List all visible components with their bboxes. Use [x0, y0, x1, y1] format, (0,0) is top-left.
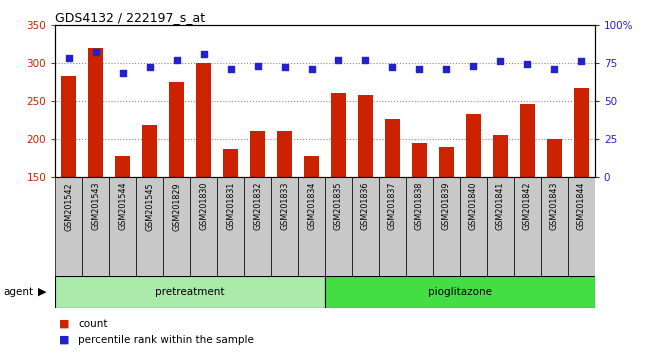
- Bar: [379, 177, 406, 276]
- Bar: [325, 276, 595, 308]
- Bar: [244, 177, 271, 276]
- Text: GSM201840: GSM201840: [469, 182, 478, 230]
- Bar: [433, 177, 460, 276]
- Bar: [55, 276, 325, 308]
- Bar: [352, 177, 379, 276]
- Bar: [109, 177, 136, 276]
- Bar: [169, 82, 184, 177]
- Bar: [304, 156, 319, 177]
- Text: GSM201842: GSM201842: [523, 182, 532, 230]
- Bar: [331, 93, 346, 177]
- Point: [333, 57, 344, 63]
- Bar: [514, 177, 541, 276]
- Bar: [250, 131, 265, 177]
- Bar: [439, 147, 454, 177]
- Bar: [61, 76, 76, 177]
- Bar: [82, 177, 109, 276]
- Text: GSM201834: GSM201834: [307, 182, 316, 230]
- Text: GSM201542: GSM201542: [64, 182, 73, 230]
- Point: [387, 64, 398, 70]
- Text: GSM201841: GSM201841: [496, 182, 505, 230]
- Bar: [412, 143, 427, 177]
- Point: [414, 66, 424, 72]
- Point: [226, 66, 236, 72]
- Point: [144, 64, 155, 70]
- Point: [252, 63, 263, 69]
- Point: [90, 49, 101, 55]
- Text: GSM201837: GSM201837: [388, 182, 397, 230]
- Point: [495, 58, 506, 64]
- Text: GSM201836: GSM201836: [361, 182, 370, 230]
- Text: GSM201543: GSM201543: [91, 182, 100, 230]
- Bar: [277, 131, 292, 177]
- Bar: [325, 177, 352, 276]
- Bar: [136, 177, 163, 276]
- Bar: [547, 139, 562, 177]
- Text: GSM201835: GSM201835: [334, 182, 343, 230]
- Bar: [163, 177, 190, 276]
- Bar: [223, 149, 238, 177]
- Bar: [466, 114, 481, 177]
- Text: pioglitazone: pioglitazone: [428, 287, 492, 297]
- Text: GSM201545: GSM201545: [145, 182, 154, 230]
- Text: GSM201832: GSM201832: [253, 182, 262, 230]
- Text: GSM201839: GSM201839: [442, 182, 451, 230]
- Bar: [217, 177, 244, 276]
- Bar: [358, 95, 373, 177]
- Text: GSM201830: GSM201830: [199, 182, 208, 230]
- Bar: [385, 119, 400, 177]
- Bar: [406, 177, 433, 276]
- Point: [576, 58, 586, 64]
- Point: [441, 66, 452, 72]
- Text: ■: ■: [58, 335, 69, 345]
- Text: GDS4132 / 222197_s_at: GDS4132 / 222197_s_at: [55, 11, 205, 24]
- Text: GSM201544: GSM201544: [118, 182, 127, 230]
- Text: agent: agent: [3, 287, 33, 297]
- Point: [468, 63, 478, 69]
- Point: [64, 56, 74, 61]
- Bar: [568, 177, 595, 276]
- Text: GSM201833: GSM201833: [280, 182, 289, 230]
- Text: pretreatment: pretreatment: [155, 287, 225, 297]
- Bar: [55, 177, 83, 276]
- Text: ■: ■: [58, 319, 69, 329]
- Point: [522, 62, 532, 67]
- Text: count: count: [78, 319, 107, 329]
- Point: [198, 51, 209, 57]
- Point: [280, 64, 290, 70]
- Point: [306, 66, 317, 72]
- Bar: [493, 135, 508, 177]
- Bar: [541, 177, 568, 276]
- Bar: [190, 177, 217, 276]
- Bar: [520, 104, 535, 177]
- Point: [360, 57, 370, 63]
- Point: [549, 66, 560, 72]
- Bar: [574, 88, 589, 177]
- Text: GSM201829: GSM201829: [172, 182, 181, 230]
- Bar: [196, 63, 211, 177]
- Bar: [487, 177, 514, 276]
- Bar: [142, 125, 157, 177]
- Bar: [460, 177, 487, 276]
- Text: GSM201844: GSM201844: [577, 182, 586, 230]
- Bar: [88, 47, 103, 177]
- Text: GSM201843: GSM201843: [550, 182, 559, 230]
- Text: ▶: ▶: [38, 287, 46, 297]
- Point: [118, 71, 128, 76]
- Text: GSM201831: GSM201831: [226, 182, 235, 230]
- Text: percentile rank within the sample: percentile rank within the sample: [78, 335, 254, 345]
- Bar: [115, 156, 130, 177]
- Point: [172, 57, 182, 63]
- Text: GSM201838: GSM201838: [415, 182, 424, 230]
- Bar: [271, 177, 298, 276]
- Bar: [298, 177, 325, 276]
